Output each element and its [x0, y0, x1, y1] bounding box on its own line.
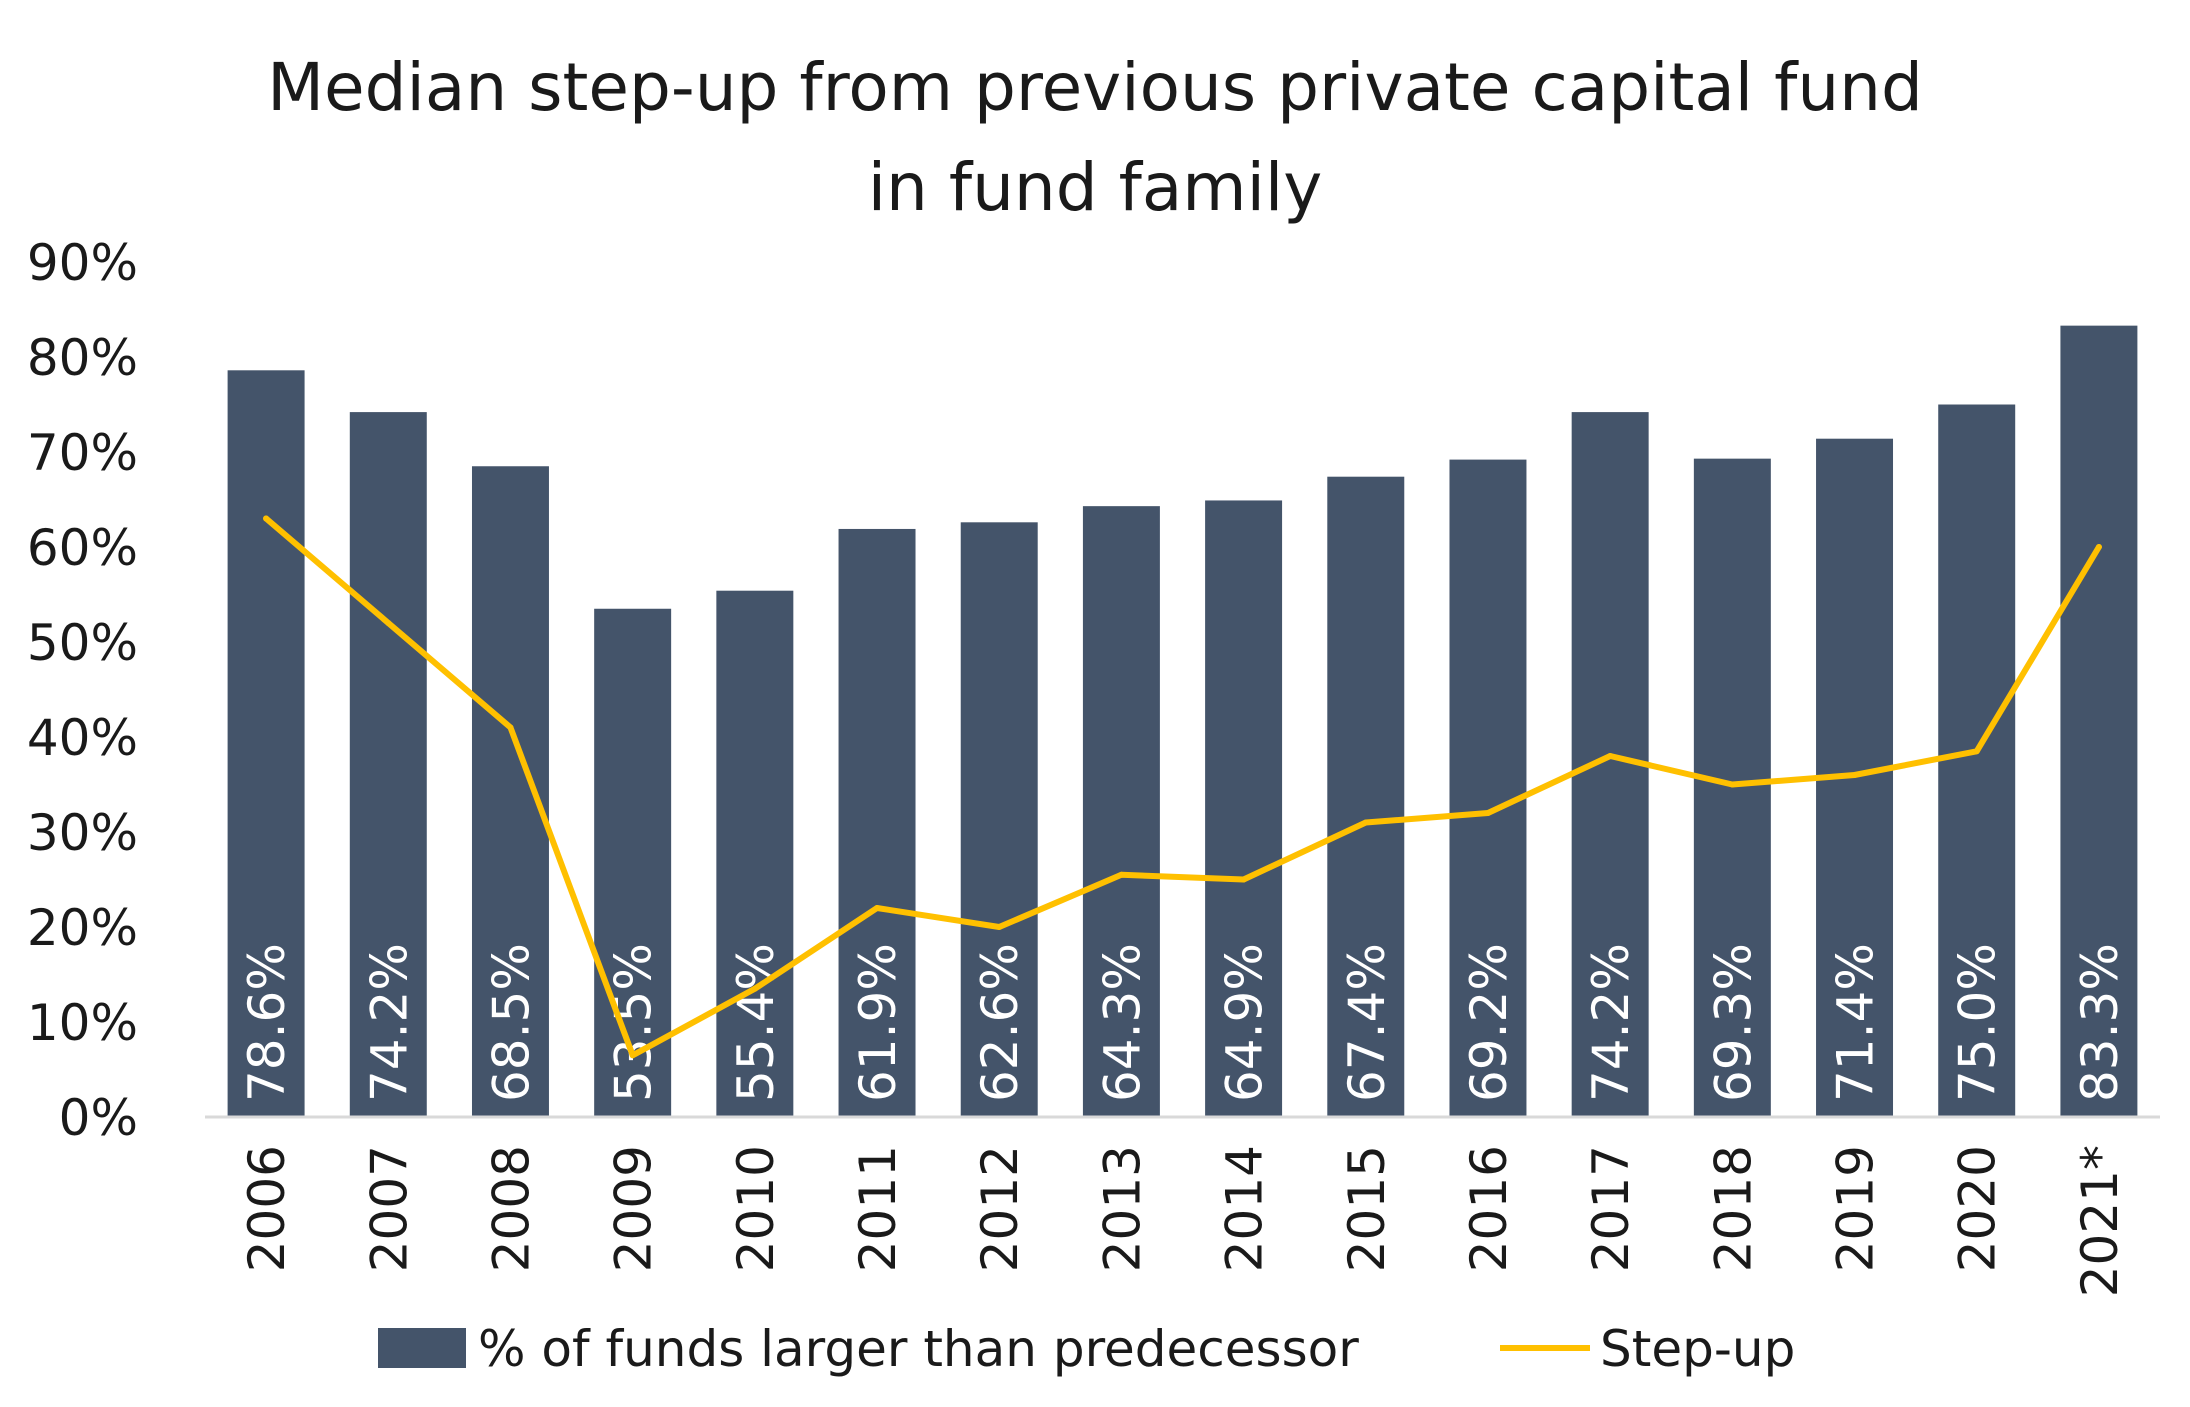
line-point: [874, 905, 881, 911]
bar-data-label: 62.6%: [971, 943, 1029, 1102]
y-tick-label: 60%: [27, 519, 138, 577]
bar-series: [227, 325, 2138, 1118]
y-tick-label: 40%: [27, 709, 138, 767]
bar: [1938, 404, 2016, 1117]
legend-label-line: Step-up: [1600, 1320, 1795, 1378]
bar: [1327, 476, 1405, 1117]
line-point: [385, 620, 392, 626]
x-tick-label: 2020: [1949, 1145, 2007, 1272]
bar: [594, 608, 672, 1117]
bar: [960, 522, 1038, 1117]
y-tick-label: 80%: [27, 329, 138, 387]
line-point: [1484, 810, 1491, 816]
bar-data-label: 64.3%: [1093, 943, 1151, 1102]
line-point: [2095, 544, 2102, 550]
x-tick-label: 2006: [238, 1145, 296, 1272]
bar: [1082, 506, 1160, 1117]
y-axis: 0% 10% 20% 30% 40% 50% 60% 70% 80% 90%: [27, 234, 138, 1147]
y-tick-label: 20%: [27, 899, 138, 957]
line-point: [996, 924, 1003, 930]
legend: % of funds larger than predecessor Step-…: [378, 1320, 1795, 1378]
bar-data-label: 71.4%: [1827, 943, 1885, 1102]
y-tick-label: 70%: [27, 424, 138, 482]
y-tick-label: 90%: [27, 234, 138, 292]
bar: [1693, 458, 1771, 1117]
bar-data-label: 69.2%: [1460, 943, 1518, 1102]
line-point: [1851, 772, 1858, 778]
bar: [2060, 325, 2138, 1117]
line-point: [1973, 748, 1980, 755]
line-point: [751, 985, 758, 992]
y-tick-label: 30%: [27, 804, 138, 862]
bar-data-label: 64.9%: [1216, 943, 1274, 1102]
x-tick-label: 2009: [605, 1145, 663, 1272]
y-tick-label: 10%: [27, 994, 138, 1052]
x-axis: 2006 2007 2008 2009 2010 2011 2012 2013 2014 2015…: [238, 1145, 2129, 1297]
x-tick-label: 2019: [1827, 1145, 1885, 1272]
bar-data-label: 74.2%: [1582, 943, 1640, 1102]
bar-data-label: 53.5%: [605, 943, 663, 1102]
bar-data-label: 61.9%: [849, 943, 907, 1102]
bar: [227, 370, 305, 1117]
y-tick-label: 0%: [59, 1089, 138, 1147]
bar: [1449, 459, 1527, 1118]
step-up-line: [263, 515, 2102, 1059]
bar-data-label: 75.0%: [1949, 943, 2007, 1102]
line-point: [507, 724, 514, 731]
x-tick-label: 2008: [482, 1145, 540, 1272]
bar-data-labels: 78.6% 74.2% 68.5% 53.5% 55.4% 61.9% 62.6% 64.3%…: [238, 943, 2129, 1102]
bar-data-label: 69.3%: [1704, 943, 1762, 1102]
bar-data-label: 78.6%: [238, 943, 296, 1102]
bar: [1205, 500, 1283, 1117]
x-tick-label: 2007: [360, 1145, 418, 1272]
bar: [838, 528, 916, 1117]
bar-data-label: 67.4%: [1338, 943, 1396, 1102]
bar: [349, 412, 427, 1118]
chart-title-line-1: Median step-up from previous private cap…: [267, 49, 1923, 126]
x-tick-label: 2012: [971, 1145, 1029, 1272]
line-point: [1240, 876, 1247, 883]
line-series: [263, 515, 2102, 1059]
x-tick-label: 2011: [849, 1145, 907, 1272]
x-tick-label: 2010: [727, 1145, 785, 1272]
legend-swatch-bar: [378, 1328, 466, 1368]
x-tick-label: 2017: [1582, 1145, 1640, 1272]
x-tick-label: 2021*: [2071, 1145, 2129, 1297]
x-tick-label: 2016: [1460, 1145, 1518, 1272]
bar: [716, 590, 794, 1117]
line-point: [1118, 871, 1125, 878]
line-point: [629, 1052, 636, 1059]
bar-data-label: 83.3%: [2071, 943, 2129, 1102]
x-tick-label: 2014: [1216, 1145, 1274, 1272]
chart-title-line-2: in fund family: [868, 149, 1323, 226]
x-tick-label: 2013: [1093, 1145, 1151, 1272]
bar-data-label: 55.4%: [727, 943, 785, 1102]
bar-data-label: 68.5%: [482, 943, 540, 1102]
bar-data-label: 74.2%: [360, 943, 418, 1102]
line-point: [1729, 781, 1736, 788]
line-point: [1607, 753, 1614, 759]
line-point: [263, 515, 270, 522]
x-tick-label: 2018: [1704, 1145, 1762, 1272]
x-tick-label: 2015: [1338, 1145, 1396, 1272]
legend-label-bar: % of funds larger than predecessor: [478, 1320, 1359, 1378]
line-point: [1362, 819, 1369, 826]
y-tick-label: 50%: [27, 614, 138, 672]
chart-title: Median step-up from previous private cap…: [267, 49, 1923, 226]
